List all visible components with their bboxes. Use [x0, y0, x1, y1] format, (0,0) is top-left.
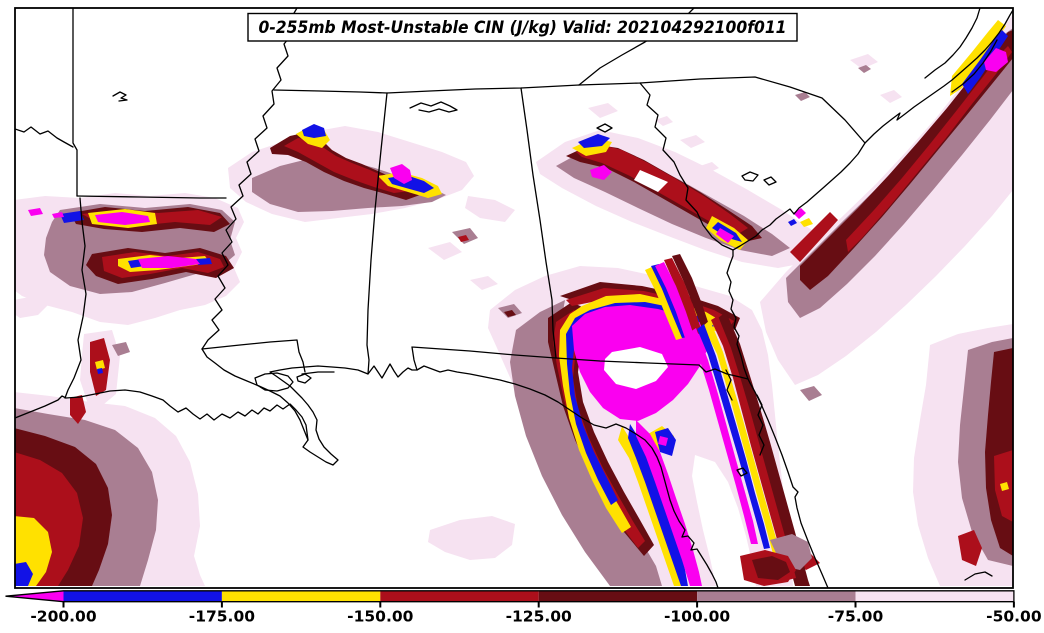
- contour-crimson-georgia: [576, 144, 748, 234]
- colorbar-seg-crimson: [380, 590, 539, 602]
- coastline-atlantic: [726, 9, 1013, 588]
- contour-crimson-savannah-band: [664, 258, 702, 336]
- border-red-river: [15, 126, 74, 148]
- border-mississippi-alabama: [366, 92, 388, 375]
- contour-blue-arklatex: [60, 211, 212, 268]
- islands-mississippi-sound: [301, 371, 335, 375]
- contour-magenta-georgia: [590, 165, 734, 243]
- contour-magenta-florida-tail: [636, 420, 702, 586]
- contour-yellow-flcoast-band: [703, 320, 780, 554]
- border-texas-louisiana: [64, 197, 87, 399]
- coastline-pamlico-sounds: [924, 8, 998, 93]
- map-title: 0-255mb Most-Unstable CIN (J/kg) Valid: …: [259, 18, 787, 37]
- border-alabama-georgia: [520, 87, 557, 359]
- border-oklahoma-arkansas: [72, 8, 78, 197]
- contour-palepink-alabama-tail: [465, 196, 515, 222]
- river-tennessee: [409, 101, 458, 113]
- contour-magenta-savannah-band: [655, 262, 694, 338]
- contour-white-hole-georgia: [634, 170, 668, 192]
- contour-maroon-florida-west-arc: [548, 302, 654, 556]
- contour-mauve-mississippi: [252, 158, 446, 212]
- colorbar-tick-label: -50.00: [986, 608, 1042, 626]
- colorbar-tick-label: -200.00: [30, 608, 96, 626]
- contour-palepink-gulf-bigbend: [428, 516, 515, 560]
- contour-yellow-arklatex: [88, 209, 210, 272]
- border-northcarolina-southcarolina: [578, 76, 866, 144]
- lake-arkansas: [112, 91, 128, 102]
- border-georgia-southcarolina: [639, 82, 734, 251]
- contour-white-hole-peninsula: [692, 455, 756, 586]
- contour-yellow-savannah-band: [645, 266, 683, 340]
- coastline-gulf: [15, 363, 719, 588]
- contour-maroon-specks: [504, 310, 516, 317]
- coastline-bahamas: [964, 571, 993, 581]
- contour-field: [15, 14, 1013, 586]
- title-box: 0-255mb Most-Unstable CIN (J/kg) Valid: …: [247, 12, 798, 42]
- colorbar-tick-label: -150.00: [347, 608, 413, 626]
- contour-magenta-mississippi: [390, 164, 412, 184]
- border-louisiana-mississippi: [201, 339, 306, 373]
- contour-crimson-atlantic-edge: [958, 450, 1013, 566]
- colorbar-seg-mauve: [697, 590, 856, 602]
- colorbar-tick-label: -100.00: [664, 608, 730, 626]
- border-florida-north: [411, 346, 749, 380]
- contour-maroon-carolina: [800, 30, 1013, 290]
- colorbar-seg-yellow: [221, 590, 381, 602]
- colorbar-seg-palepink: [855, 590, 1014, 602]
- river-stjohns-florida: [725, 369, 765, 477]
- contour-magenta-flcoast-band: [690, 328, 758, 544]
- state-borders: [15, 8, 1013, 588]
- colorbar-seg-blue: [63, 590, 222, 602]
- contour-magenta-arklatex: [28, 208, 200, 268]
- colorbar-tick-label: -175.00: [189, 608, 255, 626]
- map-frame: [14, 7, 1014, 589]
- contour-maroon-flbottom: [752, 556, 790, 580]
- contour-white-hole-blob: [604, 347, 668, 389]
- contour-crimson-texas-streaks: [70, 338, 110, 424]
- colorbar-tick-label: -75.00: [828, 608, 884, 626]
- contour-crimson-flcoast-band: [711, 316, 796, 580]
- contour-maroon-savannah-band: [672, 254, 710, 331]
- colorbar-tick-labels: -200.00 -175.00 -150.00 -125.00 -100.00 …: [30, 608, 1041, 626]
- contour-crimson-carolina: [790, 46, 1012, 262]
- contour-yellow-florida-tail: [618, 426, 681, 586]
- title-box-rect: [247, 12, 798, 42]
- contour-blue-flcoast-band: [697, 324, 770, 549]
- contour-blue-florida-tail: [628, 424, 688, 586]
- colorbar-seg-maroon: [538, 590, 698, 602]
- colorbar-under-arrow: [5, 590, 64, 602]
- colorbar-tick-label: -125.00: [506, 608, 572, 626]
- colorbar-ticks: [62, 601, 1015, 608]
- contour-yellow-carolina: [950, 20, 1006, 96]
- lakes-southcarolina: [596, 123, 777, 186]
- lake-pontchartrain: [254, 372, 312, 392]
- contour-blue-mississippi: [302, 124, 434, 193]
- border-tennessee: [273, 84, 580, 94]
- border-arkansas-louisiana: [76, 195, 227, 199]
- colorbar-outline: [5, 590, 1015, 603]
- colorbar: -200.00 -175.00 -150.00 -125.00 -100.00 …: [5, 590, 1042, 626]
